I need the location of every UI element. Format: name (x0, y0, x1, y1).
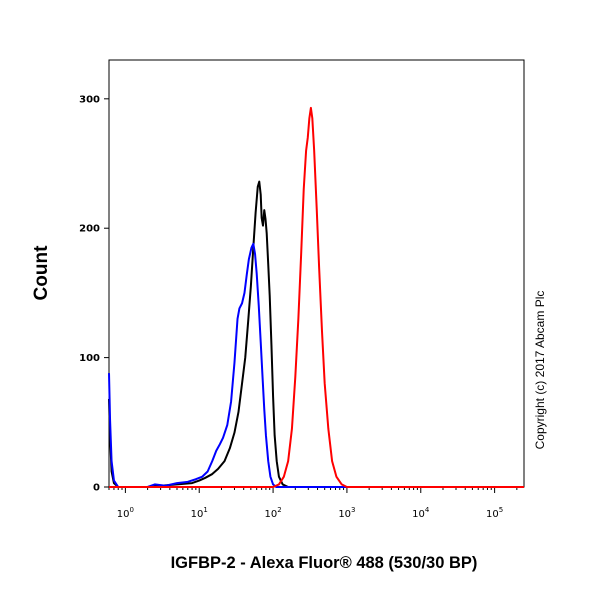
y-tick-label: 300 (79, 94, 100, 105)
y-tick-label: 0 (93, 483, 100, 494)
plot-frame (108, 59, 525, 488)
y-axis-ticks: 0 100 200 300 (79, 94, 109, 494)
x-axis-label: IGFBP-2 - Alexa Fluor® 488 (530/30 BP) (171, 554, 478, 572)
y-tick-label: 100 (79, 353, 100, 364)
x-axis-ticks: 100 101 102 103 104 105 (108, 487, 518, 520)
y-axis-label: Count (31, 245, 52, 301)
x-tick-label: 104 (412, 506, 430, 520)
copyright-annotation: Copyright (c) 2017 Abcam Plc (533, 291, 547, 450)
x-tick-label: 102 (264, 506, 281, 520)
y-tick-label: 200 (79, 224, 100, 235)
x-tick-label: 103 (338, 506, 355, 520)
series-group (108, 106, 524, 488)
series-line-red (109, 106, 524, 488)
x-tick-label: 101 (191, 506, 208, 520)
x-tick-label: 105 (486, 506, 503, 520)
x-tick-label: 100 (117, 506, 134, 520)
series-line-blue (108, 242, 524, 488)
